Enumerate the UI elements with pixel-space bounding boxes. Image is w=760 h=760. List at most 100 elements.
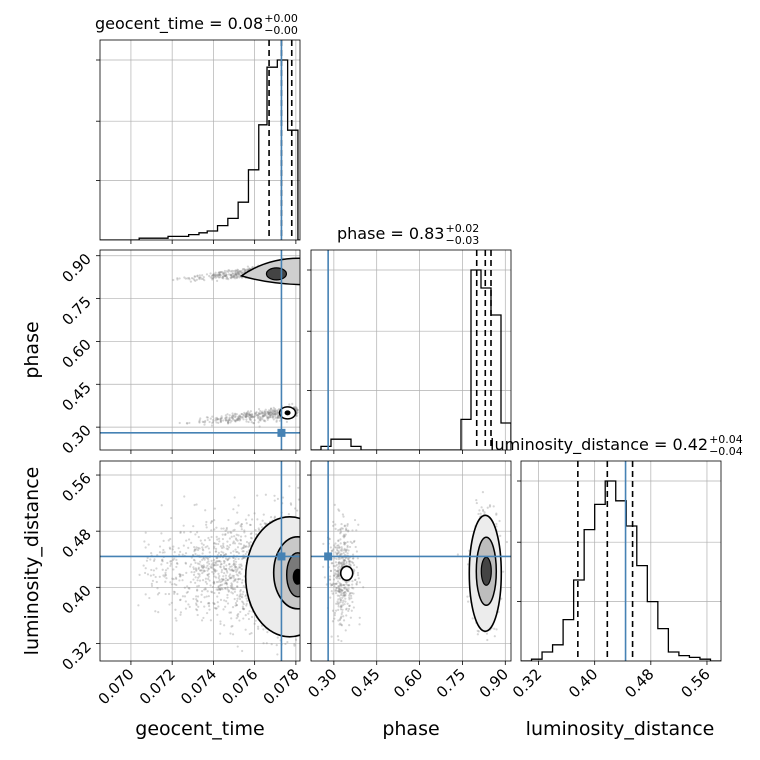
sample-point	[219, 622, 222, 626]
sample-point	[342, 591, 345, 595]
sample-point	[340, 623, 343, 626]
sample-point	[456, 553, 459, 556]
sample-point	[345, 560, 348, 563]
sample-point	[204, 580, 207, 583]
sample-point	[240, 276, 244, 279]
sample-point	[248, 413, 251, 416]
sample-point	[278, 419, 281, 422]
sample-point	[245, 413, 248, 417]
sample-point	[226, 413, 229, 416]
sample-point	[344, 556, 347, 560]
sample-point	[353, 539, 356, 543]
sample-point	[500, 597, 503, 600]
sample-point	[241, 416, 244, 419]
sample-point	[242, 413, 246, 416]
sample-point	[176, 562, 179, 565]
sample-point	[195, 595, 198, 598]
sample-point	[211, 278, 214, 281]
sample-point	[169, 560, 172, 563]
sample-point	[206, 573, 209, 577]
sample-point	[337, 508, 340, 511]
y-tick-label: 0.90	[58, 250, 94, 286]
sample-point	[235, 573, 238, 576]
sample-point	[143, 571, 147, 575]
sample-point	[271, 412, 274, 416]
sample-point	[263, 414, 266, 417]
sample-point	[196, 548, 200, 552]
sample-point	[202, 276, 205, 279]
sample-point	[251, 266, 254, 269]
sample-point	[202, 566, 205, 569]
sample-point	[203, 558, 206, 561]
sample-point	[347, 558, 350, 561]
sample-point	[273, 413, 276, 416]
sample-point	[183, 276, 186, 279]
sample-point	[223, 269, 227, 273]
sample-point	[218, 540, 221, 543]
sample-point	[476, 629, 479, 632]
sample-point	[348, 560, 351, 563]
sample-point	[244, 270, 247, 273]
sample-point	[256, 625, 260, 628]
sample-point	[236, 417, 239, 420]
sample-point	[221, 588, 224, 591]
sample-point	[215, 556, 218, 559]
sample-point	[348, 561, 351, 564]
sample-point	[235, 273, 238, 276]
sample-point	[242, 418, 245, 421]
sample-point	[207, 595, 210, 598]
sample-point	[345, 527, 348, 530]
sample-point	[223, 599, 226, 602]
sample-point	[246, 599, 249, 603]
sample-point	[238, 563, 241, 566]
sample-point	[231, 412, 234, 415]
sample-point	[249, 536, 253, 539]
sample-point	[214, 564, 218, 567]
sample-point	[240, 581, 244, 584]
sample-point	[239, 588, 242, 592]
sample-point	[175, 583, 178, 587]
sample-point	[225, 273, 228, 276]
sample-point	[488, 505, 492, 508]
sample-point	[344, 586, 347, 589]
sample-point	[188, 421, 191, 425]
sample-point	[170, 601, 173, 604]
sample-point	[221, 579, 224, 583]
sample-point	[144, 531, 147, 534]
x-tick-label: 0.070	[95, 665, 138, 708]
sample-point	[274, 417, 277, 420]
sample-point	[216, 418, 219, 421]
sample-point	[246, 268, 249, 271]
sample-point	[219, 580, 222, 584]
sample-point	[238, 595, 241, 598]
sample-point	[237, 504, 240, 507]
sample-point	[229, 551, 232, 554]
sample-point	[193, 548, 197, 551]
sample-point	[179, 530, 182, 534]
sample-point	[218, 273, 221, 276]
sample-point	[260, 526, 264, 529]
panel-border	[310, 249, 512, 451]
sample-point	[184, 607, 188, 610]
sample-point	[225, 582, 228, 585]
sample-point	[229, 632, 232, 635]
sample-point	[231, 585, 234, 588]
sample-point	[338, 594, 341, 598]
sample-point	[336, 574, 340, 577]
sample-point	[288, 485, 291, 488]
sample-point	[244, 269, 247, 272]
sample-point	[198, 547, 201, 550]
sample-point	[208, 420, 211, 424]
sample-point	[207, 567, 210, 571]
sample-point	[276, 497, 280, 500]
sample-point	[338, 601, 341, 604]
sample-point	[337, 528, 340, 532]
sample-point	[233, 528, 236, 531]
sample-point	[230, 591, 233, 594]
sample-point	[236, 268, 239, 271]
sample-point	[230, 274, 233, 277]
sample-point	[276, 636, 279, 639]
sample-point	[219, 563, 223, 566]
sample-point	[223, 560, 226, 563]
sample-point	[335, 546, 338, 549]
